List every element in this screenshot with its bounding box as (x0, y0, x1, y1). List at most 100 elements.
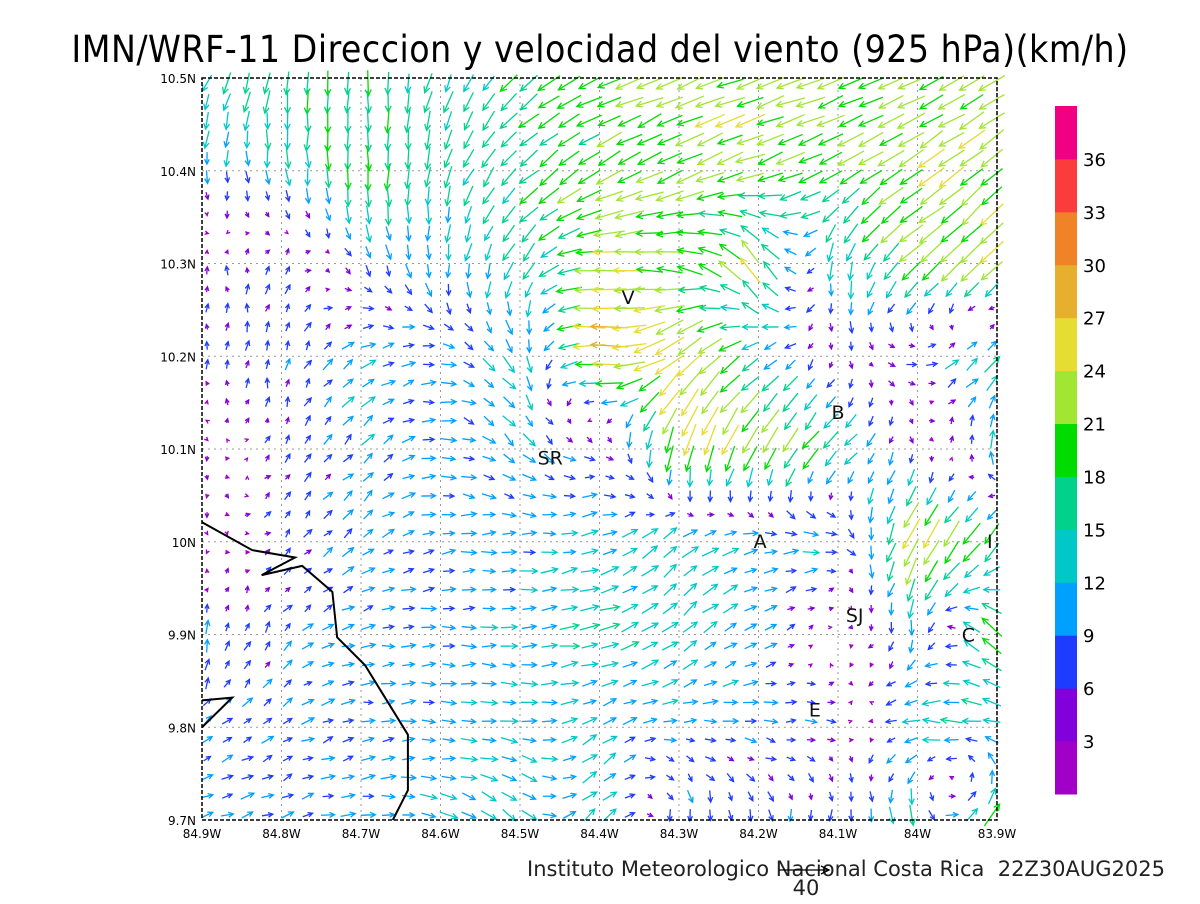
wind-arrow (421, 775, 436, 780)
wind-arrow (362, 568, 375, 574)
wind-arrow (662, 623, 678, 632)
wind-arrow (245, 249, 249, 255)
wind-arrow (265, 231, 269, 235)
wind-arrow (560, 643, 580, 649)
wind-arrow (679, 287, 701, 293)
wind-arrow (441, 700, 456, 705)
colorbar-label: 18 (1083, 467, 1106, 488)
wind-arrow (679, 337, 702, 354)
wind-arrow (480, 700, 497, 706)
wind-arrow (225, 623, 229, 631)
wind-arrow (265, 476, 271, 480)
wind-arrow (762, 245, 780, 260)
wind-arrow (889, 323, 893, 332)
wind-arrow (785, 700, 796, 705)
wind-arrow (868, 507, 873, 522)
wind-arrow (809, 773, 814, 781)
wind-arrow (929, 303, 935, 313)
wind-arrow (543, 494, 556, 499)
x-tick-label: 84.8W (262, 827, 301, 841)
wind-arrow (829, 682, 834, 685)
wind-arrow (807, 738, 815, 742)
wind-arrow (401, 699, 415, 704)
wind-arrow (869, 624, 873, 630)
wind-arrow (684, 641, 696, 652)
wind-arrow (809, 343, 814, 348)
wind-arrow (808, 664, 812, 667)
wind-arrow (625, 512, 635, 517)
wind-arrow (540, 150, 558, 167)
wind-arrow (889, 400, 893, 405)
x-tick-label: 84.4W (580, 827, 619, 841)
wind-arrow (462, 625, 476, 630)
wind-arrow (870, 738, 873, 742)
wind-arrow (364, 416, 372, 426)
wind-arrow (984, 718, 1001, 723)
wind-arrow (285, 359, 290, 370)
wind-arrow (677, 116, 702, 125)
wind-arrow (982, 262, 1003, 280)
wind-arrow (500, 718, 517, 724)
wind-arrow (441, 418, 455, 423)
wind-arrow (285, 148, 291, 167)
wind-arrow (724, 568, 737, 574)
wind-arrow (889, 642, 894, 651)
wind-arrow (967, 342, 976, 349)
wind-arrow (304, 323, 311, 331)
wind-arrow (441, 475, 456, 480)
wind-arrow (482, 643, 496, 648)
wind-arrow (849, 773, 853, 781)
wind-arrow (621, 623, 637, 633)
wind-arrow (908, 381, 914, 385)
wind-arrow (887, 281, 897, 297)
wind-arrow (265, 360, 269, 369)
wind-arrow (542, 512, 556, 517)
wind-arrow (582, 718, 596, 725)
wind-arrow (748, 512, 753, 517)
wind-arrow (879, 187, 903, 204)
wind-arrow (686, 738, 694, 742)
wind-arrow (502, 775, 516, 781)
wind-arrow (285, 112, 291, 130)
wind-arrow (947, 756, 957, 761)
wind-arrow (868, 453, 874, 463)
wind-arrow (382, 587, 394, 592)
wind-arrow (828, 261, 834, 280)
wind-arrow (849, 342, 853, 350)
wind-arrow (559, 114, 579, 127)
wind-arrow (561, 587, 578, 593)
wind-arrow (403, 475, 415, 480)
wind-arrow (627, 432, 632, 447)
wind-arrow (382, 756, 395, 761)
wind-arrow (542, 587, 556, 592)
x-tick-label: 84.9W (183, 827, 222, 841)
wind-arrow (506, 339, 512, 352)
wind-arrow (523, 793, 536, 799)
wind-arrow (763, 228, 779, 238)
wind-arrow (648, 794, 652, 798)
wind-arrow (719, 341, 741, 351)
wind-arrow (264, 699, 271, 706)
wind-arrow (206, 494, 209, 498)
wind-arrow (705, 757, 715, 761)
wind-arrow (445, 74, 451, 91)
wind-arrow (945, 583, 958, 596)
wind-arrow (765, 587, 777, 592)
wind-arrow (444, 130, 451, 149)
wind-arrow (707, 513, 713, 517)
wind-arrow (444, 91, 453, 112)
wind-arrow (423, 550, 433, 554)
wind-arrow (543, 531, 555, 536)
wind-arrow (573, 343, 605, 349)
wind-arrow (464, 130, 473, 148)
wind-arrow (465, 206, 472, 222)
wind-arrow (783, 393, 798, 411)
wind-arrow (946, 283, 957, 296)
wind-arrow (869, 323, 873, 332)
wind-arrow (325, 417, 331, 425)
wind-arrow (425, 111, 431, 131)
wind-arrow (827, 243, 833, 261)
wind-arrow (929, 419, 934, 423)
wind-arrow (483, 94, 495, 111)
wind-arrow (264, 149, 270, 167)
